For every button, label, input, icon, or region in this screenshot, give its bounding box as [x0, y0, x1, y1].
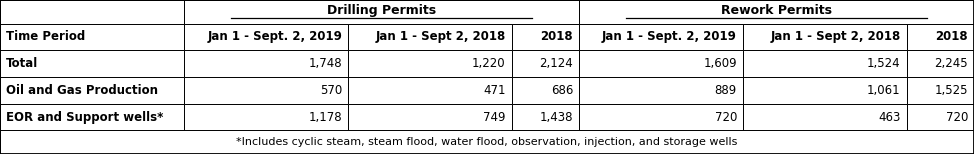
Bar	[0, 104, 184, 130]
Text: 720: 720	[946, 111, 968, 124]
Bar	[348, 104, 511, 130]
Text: Drilling Permits: Drilling Permits	[327, 4, 436, 17]
Text: Jan 1 - Sept 2, 2018: Jan 1 - Sept 2, 2018	[770, 30, 901, 43]
Bar	[184, 50, 348, 77]
Text: 463: 463	[879, 111, 901, 124]
Text: 1,525: 1,525	[935, 84, 968, 97]
Bar	[511, 104, 580, 130]
Text: Jan 1 - Sept 2, 2018: Jan 1 - Sept 2, 2018	[376, 30, 506, 43]
Bar	[907, 77, 974, 104]
Text: 1,748: 1,748	[309, 57, 342, 70]
Text: *Includes cyclic steam, steam flood, water flood, observation, injection, and st: *Includes cyclic steam, steam flood, wat…	[237, 137, 737, 147]
Bar	[580, 0, 974, 24]
Bar	[184, 77, 348, 104]
Bar	[348, 77, 511, 104]
Bar	[907, 24, 974, 50]
Text: 570: 570	[319, 84, 342, 97]
Bar	[511, 24, 580, 50]
Text: Total: Total	[6, 57, 38, 70]
Bar	[0, 0, 184, 24]
Bar	[0, 130, 974, 154]
Text: 1,524: 1,524	[867, 57, 901, 70]
Bar	[907, 50, 974, 77]
Bar	[580, 50, 743, 77]
Text: 2018: 2018	[541, 30, 574, 43]
Bar	[580, 104, 743, 130]
Text: Jan 1 - Sept. 2, 2019: Jan 1 - Sept. 2, 2019	[602, 30, 737, 43]
Bar	[743, 104, 907, 130]
Text: 749: 749	[483, 111, 506, 124]
Bar	[184, 24, 348, 50]
Text: 471: 471	[483, 84, 506, 97]
Text: 1,061: 1,061	[867, 84, 901, 97]
Text: 2,124: 2,124	[540, 57, 574, 70]
Text: Oil and Gas Production: Oil and Gas Production	[6, 84, 158, 97]
Text: 2018: 2018	[936, 30, 968, 43]
Text: 889: 889	[715, 84, 737, 97]
Text: 720: 720	[715, 111, 737, 124]
Bar	[0, 50, 184, 77]
Text: Rework Permits: Rework Permits	[721, 4, 832, 17]
Bar	[511, 50, 580, 77]
Text: Jan 1 - Sept. 2, 2019: Jan 1 - Sept. 2, 2019	[207, 30, 342, 43]
Bar	[348, 24, 511, 50]
Text: 1,609: 1,609	[703, 57, 737, 70]
Bar	[184, 0, 580, 24]
Bar	[0, 24, 184, 50]
Bar	[511, 77, 580, 104]
Text: 2,245: 2,245	[934, 57, 968, 70]
Text: 1,438: 1,438	[540, 111, 574, 124]
Bar	[0, 77, 184, 104]
Bar	[743, 24, 907, 50]
Bar	[743, 77, 907, 104]
Bar	[580, 24, 743, 50]
Text: Time Period: Time Period	[6, 30, 85, 43]
Text: EOR and Support wells*: EOR and Support wells*	[6, 111, 164, 124]
Bar	[348, 50, 511, 77]
Text: 686: 686	[551, 84, 574, 97]
Bar	[743, 50, 907, 77]
Text: 1,220: 1,220	[472, 57, 506, 70]
Bar	[580, 77, 743, 104]
Bar	[907, 104, 974, 130]
Bar	[184, 104, 348, 130]
Text: 1,178: 1,178	[309, 111, 342, 124]
